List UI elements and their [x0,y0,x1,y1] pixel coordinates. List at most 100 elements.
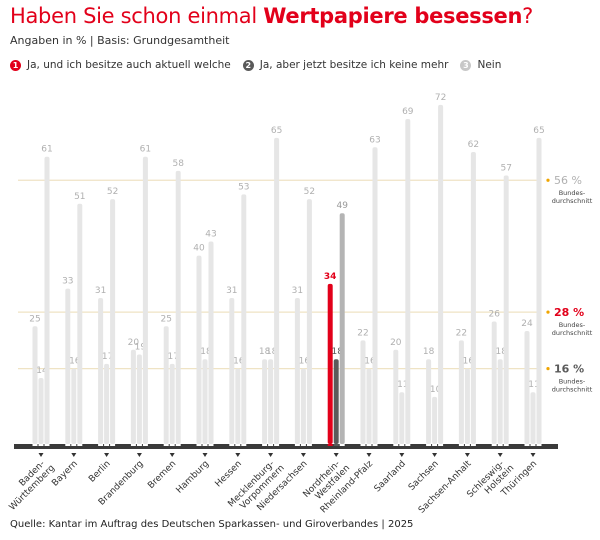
bar [77,203,83,444]
legend-item-series-1: 1 Ja, und ich besitze auch aktuell welch… [10,59,231,71]
reference-value-label: 16 % [554,363,584,376]
axis-bar-foot [503,444,509,446]
tick-marker-icon [202,453,208,457]
bar-value-label: 69 [402,107,414,117]
bar-value-label: 18 [259,347,271,357]
reference-value-label: 56 % [554,174,582,187]
axis-bar-foot [71,444,77,446]
tick-marker-icon [366,453,372,457]
bar-value-label: 65 [533,126,544,136]
bar-value-label: 18 [266,347,278,357]
axis-bar-foot [393,444,399,446]
axis-bar-foot [372,444,378,446]
bar [241,194,247,444]
axis-bar-foot [399,444,405,446]
category-label-line: Sachsen [407,459,441,493]
reference-dot-icon [546,178,550,182]
axis-bar-foot [142,444,148,446]
tick-marker-icon [432,453,438,457]
bar-value-label: 58 [172,159,184,169]
category-label-line: Hessen [214,459,244,489]
bar [372,147,378,444]
reference-caption: durchschnitt [552,386,593,394]
bar-value-label: 19 [135,343,147,353]
bar-value-label: 18 [495,347,507,357]
bar [110,199,116,444]
tick-marker-icon [300,453,306,457]
tick-marker-icon [464,453,470,457]
axis-bar-foot [306,444,312,446]
reference-caption: Bundes- [559,378,586,386]
axis-bar-foot [130,444,136,446]
bar-value-label: 33 [62,277,73,287]
bar [130,349,136,444]
axis-bar-foot [536,444,542,446]
bar [136,354,142,444]
category-label: Sachsen [407,459,441,493]
bar-value-label: 62 [468,140,479,150]
source-note: Quelle: Kantar im Auftrag des Deutschen … [10,519,414,530]
axis-bar-foot [175,444,181,446]
legend-item-series-2: 2 Ja, aber jetzt besitze ich keine mehr [242,59,448,71]
legend-marker-3-icon: 3 [460,59,472,71]
bar [268,359,274,444]
chart-subtitle: Angaben in % | Basis: Grundgesamtheit [10,34,230,47]
bar [536,137,542,444]
bar [366,368,372,444]
axis-bar-foot [202,444,208,446]
bar [65,288,71,444]
bar [306,199,312,444]
bar-value-label: 49 [336,201,348,211]
bar-value-label: 16 [69,357,81,367]
axis-bar-foot [366,444,372,446]
bar [503,175,509,444]
bar-value-label: 31 [292,286,303,296]
axis-bar-foot [432,444,438,446]
legend-label-3: Nein [477,59,502,71]
reference-caption: durchschnitt [552,197,593,205]
bar [274,137,280,444]
axis-bar-foot [491,444,497,446]
bar [497,359,503,444]
category-label-line: Bayern [50,459,80,489]
bar [360,340,366,444]
bar-value-label: 57 [500,164,511,174]
bar [175,170,181,444]
axis-bar-foot [524,444,530,446]
bar [530,392,536,444]
reference-dot-icon [546,310,550,314]
reference-caption: Bundes- [559,189,586,197]
bar-value-label: 11 [528,380,539,390]
bar-value-label: 11 [397,380,408,390]
tick-marker-icon [104,453,110,457]
bar [405,119,411,444]
axis-bar-foot [300,444,306,446]
bar [491,321,497,444]
bar [104,363,110,444]
bar-value-label: 16 [233,357,245,367]
bar-value-label: 72 [435,93,446,103]
tick-marker-icon [333,453,339,457]
reference-caption: durchschnitt [552,329,593,337]
bar-value-label: 16 [299,357,311,367]
tick-marker-icon [268,453,274,457]
tick-marker-icon [71,453,77,457]
axis-bar-foot [497,444,503,446]
bar [169,363,175,444]
tick-marker-icon [38,453,44,457]
tick-marker-icon [497,453,503,457]
legend-marker-1-icon: 1 [10,59,21,71]
axis-bar-foot [65,444,71,446]
axis-bar-foot [163,444,169,446]
bar [300,368,306,444]
x-axis [14,444,558,449]
bar [98,297,104,444]
axis-bar-foot [458,444,464,446]
axis-bar-foot [530,444,536,446]
bar-value-label: 20 [128,338,140,348]
axis-bar-foot [169,444,175,446]
bar [38,378,44,444]
bar [470,151,476,445]
axis-bar-foot [438,444,444,446]
category-label-line: Bremen [146,459,178,491]
